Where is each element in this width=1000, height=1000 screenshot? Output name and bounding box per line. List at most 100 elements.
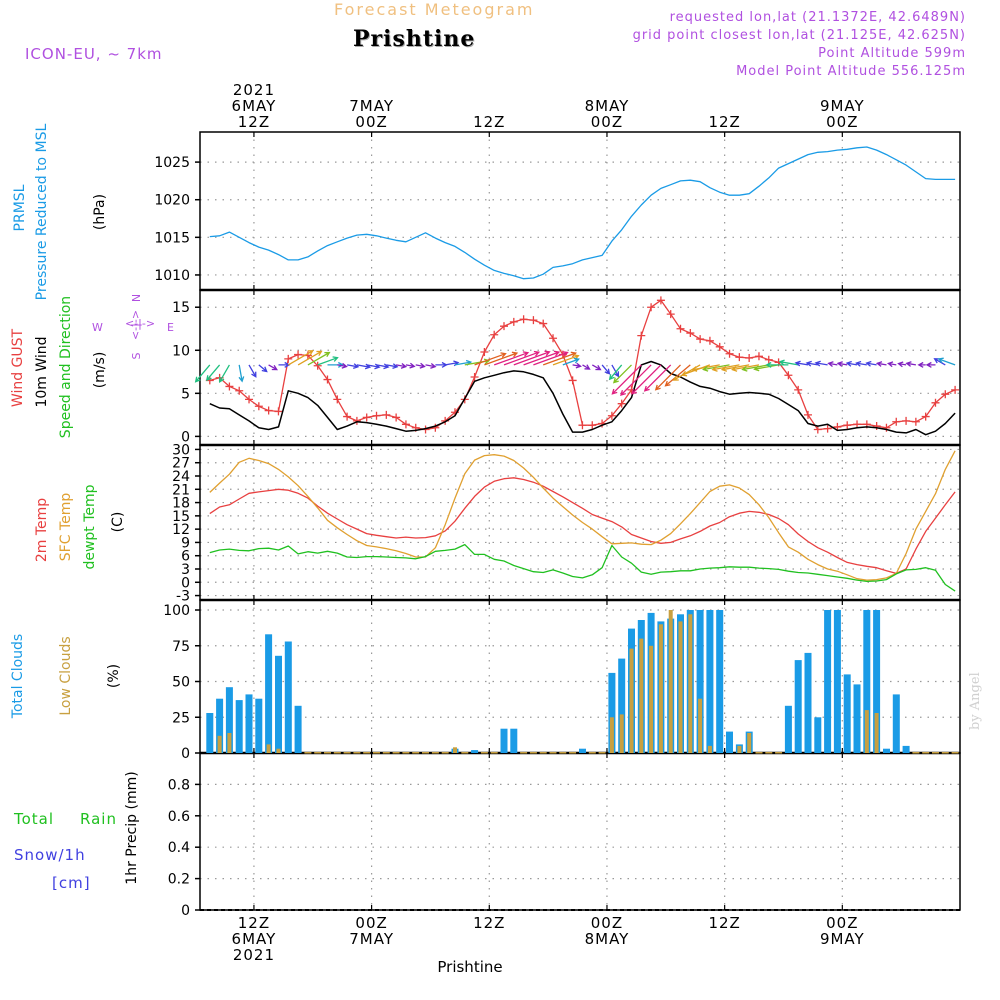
- wind-direction-arrow: [836, 361, 848, 367]
- gust-marker: [951, 385, 960, 394]
- wind-direction-arrow: [297, 350, 323, 366]
- y-tick-label: 1015: [154, 230, 190, 246]
- gust-marker: [245, 395, 254, 404]
- total-cloud-bar: [579, 748, 586, 753]
- low-cloud-bar: [217, 735, 222, 753]
- gust-marker: [431, 423, 440, 432]
- total-cloud-bar: [696, 610, 704, 753]
- total-cloud-bar: [235, 700, 243, 753]
- y-tick-label: 1020: [154, 193, 190, 209]
- total-cloud-bar: [598, 752, 606, 754]
- y-tick-label: 75: [172, 639, 190, 655]
- top-time-label: 9MAY: [820, 97, 865, 115]
- compass-n-label: N: [130, 294, 143, 302]
- total-cloud-bar: [314, 752, 322, 754]
- total-cloud-bar: [932, 752, 939, 754]
- gust-marker: [401, 420, 410, 429]
- total-cloud-bar: [833, 610, 841, 753]
- total-cloud-bar: [618, 658, 626, 753]
- gust-marker: [794, 385, 803, 394]
- y-tick-label: 15: [172, 509, 190, 525]
- gust-marker: [872, 422, 881, 431]
- wind-direction-arrow: [897, 361, 907, 368]
- total-cloud-bar: [245, 694, 253, 753]
- t2m-line: [209, 477, 956, 575]
- city-title: Prishtine: [353, 26, 476, 52]
- total-cloud-bar: [324, 752, 331, 754]
- top-time-label: 2021: [233, 81, 275, 99]
- y-tick-label: 0: [181, 429, 190, 445]
- wind-direction-arrow: [845, 360, 858, 367]
- requested-coords: requested lon,lat (21.1372E, 42.6489N): [669, 10, 966, 25]
- panel-frames: [199, 131, 961, 911]
- total-cloud-bar: [284, 641, 292, 753]
- gust-marker: [519, 315, 528, 324]
- wind10m-line: [209, 360, 956, 436]
- low-cloud-bar: [698, 698, 703, 753]
- wind-unit-label: (m/s): [92, 352, 108, 389]
- bottom-time-label: 7MAY: [349, 930, 394, 948]
- total-cloud-bar: [480, 752, 488, 754]
- temp-unit-label: (C): [110, 512, 126, 533]
- y-tick-label: 3: [181, 562, 190, 578]
- gust-marker: [892, 417, 901, 426]
- wind-direction-arrow: [572, 362, 582, 369]
- y-tick-label: 100: [163, 603, 190, 619]
- wind-direction-arrow: [741, 364, 769, 372]
- gust-marker: [284, 354, 293, 363]
- total-cloud-bar: [755, 752, 763, 754]
- low-cloud-bar: [707, 745, 712, 753]
- bottom-time-label: 12Z: [473, 914, 505, 932]
- wind-direction-arrow: [238, 364, 245, 383]
- gust-marker: [843, 421, 852, 430]
- y-tick-label: 1025: [154, 155, 190, 171]
- total-cloud-bar: [520, 752, 528, 754]
- wind-direction-arrow: [937, 357, 956, 366]
- gust-marker: [598, 419, 607, 428]
- gust-marker: [490, 330, 499, 339]
- grid-layer: [200, 132, 960, 911]
- gust-marker: [607, 411, 616, 420]
- bottom-time-label: 12Z: [708, 914, 740, 932]
- total-cloud-bar: [706, 610, 714, 753]
- total-cloud-bar: [883, 748, 890, 753]
- bottom-time-label: 12Z: [238, 914, 270, 932]
- gust-marker: [804, 410, 812, 419]
- y-tick-label: 12: [172, 522, 190, 538]
- wind-direction-arrow: [415, 362, 426, 369]
- total-cloud-bar: [941, 752, 949, 754]
- low-cloud-bar: [453, 747, 457, 753]
- wind-direction-arrow: [814, 360, 828, 367]
- top-time-label: 00Z: [591, 113, 623, 131]
- total-cloud-bar: [510, 728, 518, 753]
- y-tick-label: 1010: [154, 268, 190, 284]
- low-cloud-bar: [678, 621, 683, 753]
- wind-direction-arrow: [307, 351, 331, 366]
- gust-marker: [941, 390, 950, 399]
- wind-direction-arrow: [601, 364, 611, 375]
- gust-marker: [823, 424, 832, 433]
- gust-marker: [235, 386, 244, 395]
- gust-marker: [735, 353, 744, 362]
- panel-frame-wind: [199, 289, 961, 446]
- wind-direction-arrow: [248, 364, 257, 378]
- gust-marker: [931, 398, 940, 407]
- panel-frame-temp: [199, 444, 961, 601]
- gust-marker: [647, 303, 656, 312]
- total-cloud-bar: [206, 713, 214, 753]
- wind-direction-arrow: [778, 359, 799, 366]
- gust-marker: [882, 423, 891, 432]
- prmsl-line: [209, 146, 956, 280]
- gust-marker: [323, 375, 332, 384]
- gust-marker: [666, 310, 675, 319]
- wind-direction-arrow: [386, 363, 399, 370]
- prmsl-unit-label: (hPa): [92, 194, 108, 230]
- gust-marker: [480, 348, 489, 356]
- gust-marker: [588, 421, 597, 430]
- wind-direction-arrow: [523, 350, 561, 366]
- total-cloud-bar: [441, 752, 449, 754]
- y-tick-label: 50: [172, 675, 190, 691]
- wind-direction-arrow: [805, 360, 818, 367]
- gust-marker: [264, 406, 273, 415]
